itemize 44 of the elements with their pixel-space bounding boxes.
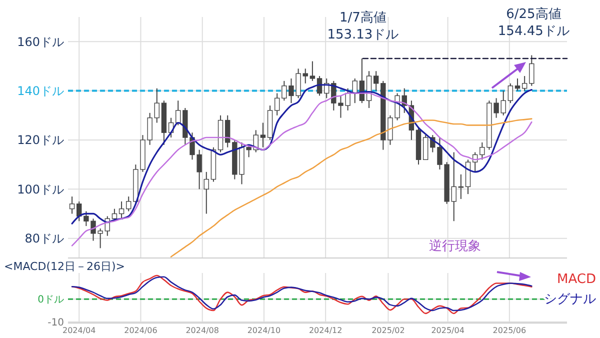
candlestick [373, 70, 379, 92]
series-label: MACD [557, 272, 596, 287]
candlestick [422, 134, 428, 160]
candlestick [302, 68, 308, 84]
y-tick-label: 100ドル [17, 182, 64, 196]
candlestick [118, 200, 124, 220]
y-tick-label: -10 [48, 317, 64, 328]
candlestick [225, 114, 230, 148]
y-tick-label: 0ドル [38, 294, 64, 306]
candlestick [451, 152, 456, 222]
candlestick [69, 196, 75, 214]
y-tick-label: 160ドル [17, 34, 64, 49]
candlestick [260, 122, 266, 148]
annotation: 6/25高値 154.45ドル [498, 6, 570, 40]
candlestick [76, 200, 82, 222]
series-label: シグナル [544, 292, 596, 307]
x-tick-label: 2025/04 [431, 326, 464, 335]
candlestick [126, 196, 132, 212]
candlestick [176, 100, 181, 126]
line-series [170, 118, 532, 258]
candlestick [508, 82, 514, 104]
chart-title: <MACD(12日－26日)> [4, 260, 125, 273]
candlestick [310, 60, 316, 82]
candlestick [500, 90, 506, 116]
annotation: 逆行現象 [429, 239, 481, 254]
x-tick-label: 2025/06 [492, 326, 526, 335]
candlestick [480, 142, 485, 160]
candlestick [204, 171, 209, 214]
candlestick [458, 174, 464, 200]
x-tick-label: 2024/08 [186, 326, 219, 335]
annotation: 1/7高値 153.13ドル [327, 9, 399, 42]
y-tick-label: 140ドル [17, 84, 64, 98]
candlestick [514, 78, 520, 92]
candlestick [522, 76, 528, 92]
x-tick-label: 2024/10 [247, 326, 281, 335]
y-tick-label: 80ドル [24, 232, 64, 246]
candlestick [274, 92, 280, 116]
x-tick-label: 2024/12 [308, 326, 342, 335]
candlestick [529, 54, 534, 86]
x-tick-label: 2024/04 [62, 326, 96, 335]
x-tick-label: 2024/06 [124, 326, 158, 335]
candlestick [154, 88, 160, 124]
y-tick-label: 120ドル [17, 133, 64, 148]
x-tick-label: 2025/02 [372, 326, 405, 335]
